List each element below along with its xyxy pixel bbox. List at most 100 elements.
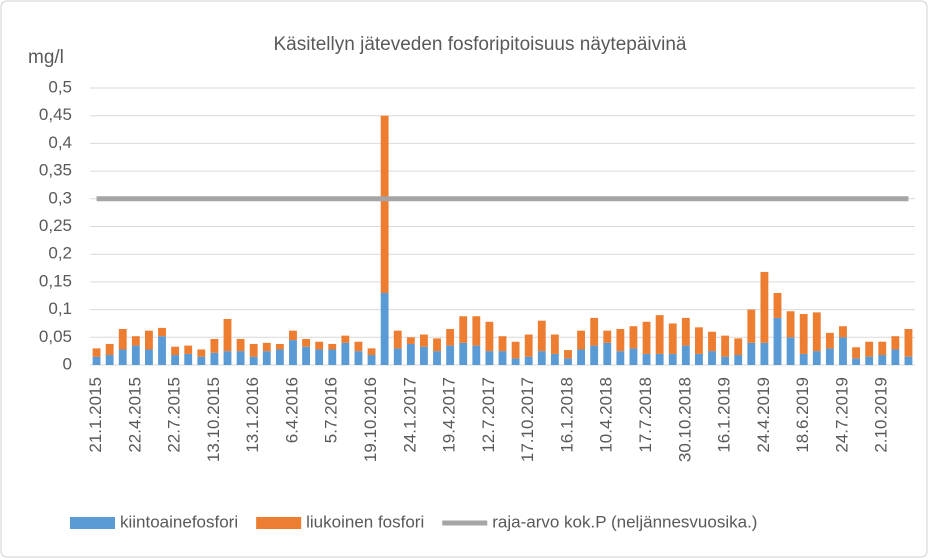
bar [564,350,572,359]
bar [577,330,585,350]
bar [118,328,127,350]
legend-swatch [256,517,302,529]
bar [825,348,834,365]
bar [511,341,520,359]
bar [302,338,310,347]
bar [852,347,860,359]
bar [695,353,703,365]
bar [603,342,612,365]
bar [380,292,389,365]
bar [433,338,441,352]
bar [799,353,808,365]
bar [537,320,546,352]
bar [328,343,337,350]
bar [406,343,415,365]
bar [315,349,324,365]
x-tick-label: 2.10.2019 [872,377,891,453]
bar [655,315,664,354]
bar [590,317,599,346]
x-tick-label: 13.10.2015 [204,377,223,462]
y-tick-label: 0,05 [39,327,72,346]
bar [472,345,481,365]
bar [812,351,821,365]
bar [734,338,743,356]
bar [812,312,821,352]
bar [472,316,481,346]
x-tick-label: 19.10.2016 [361,377,380,462]
bar [302,346,310,365]
bar [315,341,324,350]
bar [223,319,232,352]
bar [734,355,743,365]
bar [184,345,193,354]
x-tick-label: 22.7.2015 [165,377,184,453]
x-tick-label: 5.7.2016 [322,377,341,443]
bar [642,321,651,354]
bar [459,342,468,365]
bar [341,342,350,365]
bar [786,311,795,338]
y-tick-label: 0,2 [48,244,72,263]
bar [603,330,612,343]
bar [158,327,166,337]
bar [747,309,756,343]
bar [629,348,638,365]
legend-label: raja-arvo kok.P (neljännesvuosika.) [492,512,757,531]
bar [341,335,350,343]
bar [721,335,730,357]
bar [498,336,507,352]
bar [708,331,716,352]
x-tick-label: 21.1.2015 [86,377,105,453]
y-tick-label: 0,5 [48,77,72,96]
bar [564,358,572,365]
bar [223,351,232,365]
bar [695,327,703,354]
bar [865,356,874,365]
bar [328,349,337,365]
bar [773,317,782,365]
bar [773,292,782,318]
y-axis-label: mg/l [28,47,64,68]
bar [446,328,455,346]
bar [681,317,690,346]
legend-label: kiintoainefosfori [120,512,238,531]
bar [891,336,900,350]
legend-label: liukoinen fosfori [306,512,424,531]
x-tick-label: 22.4.2015 [125,377,144,453]
bar [249,356,258,365]
bar [236,351,245,365]
bar [747,342,756,365]
bar [681,345,690,365]
x-tick-label: 18.6.2019 [793,377,812,453]
bar [262,342,271,352]
bar [839,337,847,365]
x-tick-label: 10.4.2018 [597,377,616,453]
bar [904,328,913,357]
bar [708,351,716,365]
bar [760,342,769,365]
bar [865,341,874,357]
bar [878,341,887,356]
bar [380,115,389,293]
bar [852,358,860,365]
bar [406,337,415,344]
bar [289,330,297,341]
bar [118,349,127,365]
y-tick-label: 0 [63,354,72,373]
bar [577,349,585,365]
x-tick-label: 6.4.2016 [282,377,301,443]
bar [262,351,271,365]
bar [433,351,441,365]
bar [786,337,795,365]
bar [799,314,808,354]
bar [393,330,402,349]
bar [485,351,494,365]
bar [210,338,219,353]
x-tick-label: 17.7.2018 [636,377,655,453]
bar [354,341,363,352]
bar [642,353,651,365]
bar [629,326,638,349]
bar [511,358,520,365]
